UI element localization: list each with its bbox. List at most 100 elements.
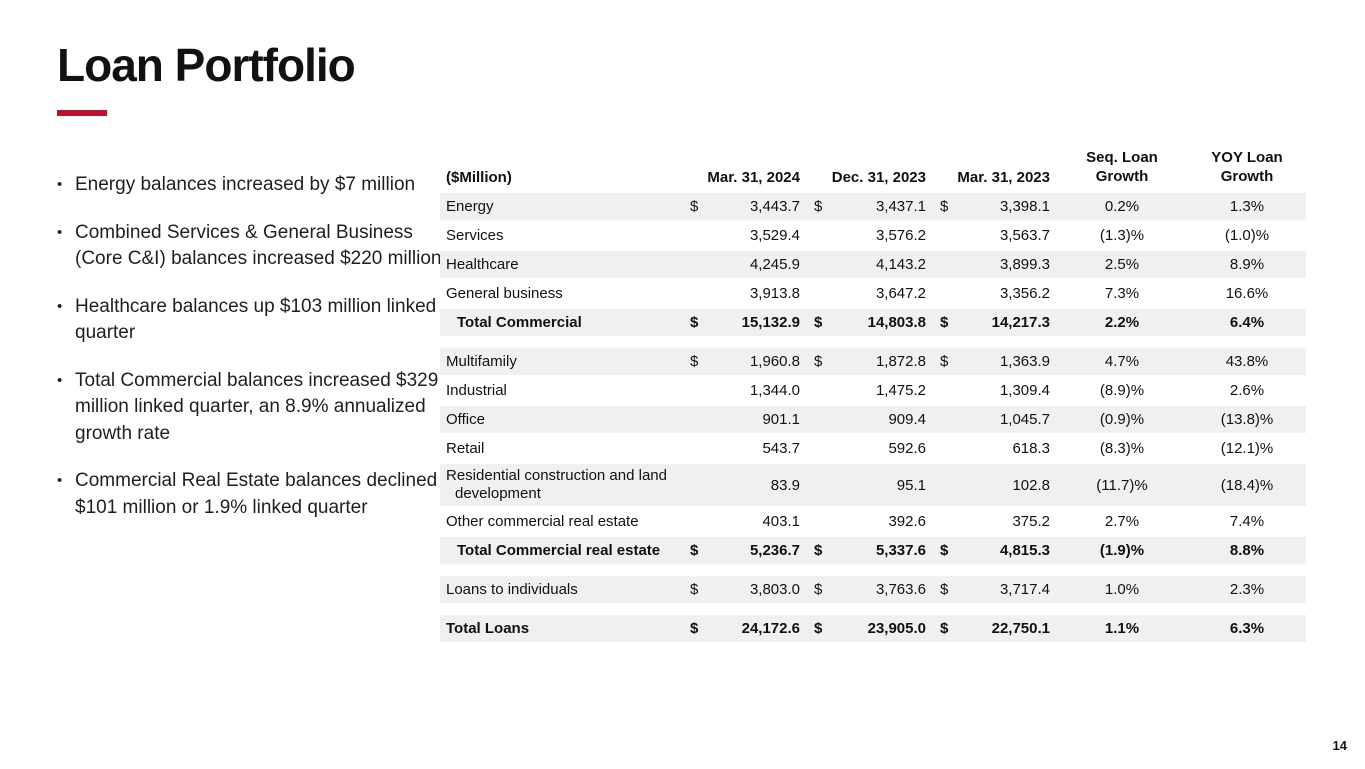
row-label: Healthcare <box>446 255 519 273</box>
cell-yoy-growth: 7.4% <box>1229 513 1265 530</box>
amount-value: 102.8 <box>1012 476 1050 494</box>
cell-yoy-growth: 6.4% <box>1229 314 1265 331</box>
amount-value: 3,763.6 <box>875 581 926 598</box>
cell-amount: $1,960.8 <box>682 353 806 370</box>
dollar-sign: $ <box>940 314 949 331</box>
amount-value: 3,443.7 <box>749 198 800 215</box>
dollar-sign: $ <box>814 198 823 215</box>
dollar-sign: $ <box>690 198 699 215</box>
cell-seq-growth: 4.7% <box>1104 353 1140 370</box>
cell-amount: 1,309.4 <box>932 382 1056 399</box>
cell-amount: $5,337.6 <box>806 542 932 559</box>
row-label: General business <box>446 284 563 302</box>
amount-value: 15,132.9 <box>741 314 800 331</box>
column-header-seq-growth: Seq. Loan Growth <box>1086 149 1158 185</box>
row-label: Multifamily <box>446 352 517 370</box>
section-gap <box>440 338 1306 348</box>
cell-yoy-growth: 2.6% <box>1229 382 1265 399</box>
amount-value: 4,245.9 <box>749 256 800 273</box>
table-unit-label: ($Million) <box>446 169 512 186</box>
dollar-sign: $ <box>814 581 823 598</box>
cell-amount: 4,143.2 <box>806 256 932 273</box>
cell-amount: 3,356.2 <box>932 285 1056 302</box>
cell-seq-growth: (11.7)% <box>1096 476 1148 494</box>
row-label: Total Commercial <box>457 313 582 331</box>
amount-value: 3,398.1 <box>999 198 1050 215</box>
column-header-mar-2024: Mar. 31, 2024 <box>707 169 800 186</box>
amount-value: 24,172.6 <box>741 620 800 637</box>
amount-value: 543.7 <box>762 440 800 457</box>
amount-value: 5,236.7 <box>749 542 800 559</box>
amount-value: 14,803.8 <box>867 314 926 331</box>
loan-portfolio-table: ($Million) Mar. 31, 2024 Dec. 31, 2023 M… <box>440 145 1306 644</box>
dollar-sign: $ <box>814 542 823 559</box>
amount-value: 909.4 <box>888 411 926 428</box>
amount-value: 3,913.8 <box>749 285 800 302</box>
amount-value: 3,899.3 <box>999 256 1050 273</box>
cell-amount: 83.9 <box>682 477 806 494</box>
row-label: Industrial <box>446 381 507 399</box>
row-label: Retail <box>446 439 485 457</box>
cell-amount: 95.1 <box>806 477 932 494</box>
cell-amount: $1,872.8 <box>806 353 932 370</box>
cell-amount: 909.4 <box>806 411 932 428</box>
cell-amount: 392.6 <box>806 513 932 530</box>
table-row: Residential construction and land develo… <box>440 464 1306 508</box>
cell-seq-growth: (8.3)% <box>1099 440 1145 457</box>
dollar-sign: $ <box>814 314 823 331</box>
bullet-list: Energy balances increased by $7 million C… <box>55 172 443 542</box>
amount-value: 3,356.2 <box>999 285 1050 302</box>
cell-amount: 901.1 <box>682 411 806 428</box>
dollar-sign: $ <box>690 314 699 331</box>
cell-amount: 403.1 <box>682 513 806 530</box>
cell-yoy-growth: 6.3% <box>1229 620 1265 637</box>
dollar-sign: $ <box>940 353 949 370</box>
amount-value: 95.1 <box>896 476 926 494</box>
cell-amount: $15,132.9 <box>682 314 806 331</box>
row-label: Total Commercial real estate <box>457 541 661 559</box>
amount-value: 5,337.6 <box>875 542 926 559</box>
amount-value: 1,344.0 <box>749 382 800 399</box>
cell-amount: $24,172.6 <box>682 620 806 637</box>
cell-amount: $1,363.9 <box>932 353 1056 370</box>
amount-value: 3,437.1 <box>875 198 926 215</box>
table-row: Total Commercial $15,132.9 $14,803.8 $14,21… <box>440 309 1306 338</box>
bullet-item: Total Commercial balances increased $329… <box>55 368 443 448</box>
cell-amount: 3,529.4 <box>682 227 806 244</box>
dollar-sign: $ <box>814 620 823 637</box>
title-accent-bar <box>57 110 107 116</box>
amount-value: 618.3 <box>1012 440 1050 457</box>
bullet-item: Healthcare balances up $103 million link… <box>55 294 443 347</box>
cell-yoy-growth: 8.8% <box>1229 542 1265 559</box>
cell-seq-growth: 1.0% <box>1104 581 1140 598</box>
table-row: Multifamily $1,960.8 $1,872.8 $1,363.9 4.7% 4… <box>440 348 1306 377</box>
cell-seq-growth: (1.9)% <box>1099 542 1145 559</box>
cell-seq-growth: 2.7% <box>1104 513 1140 530</box>
table-header-row: ($Million) Mar. 31, 2024 Dec. 31, 2023 M… <box>440 145 1306 193</box>
cell-amount: $5,236.7 <box>682 542 806 559</box>
cell-yoy-growth: 43.8% <box>1225 353 1269 370</box>
amount-value: 23,905.0 <box>867 620 926 637</box>
cell-amount: 543.7 <box>682 440 806 457</box>
table-row: General business 3,913.8 3,647.2 3,356.2 7.3… <box>440 280 1306 309</box>
bullet-item: Combined Services & General Business (Co… <box>55 220 443 273</box>
amount-value: 3,563.7 <box>999 227 1050 244</box>
table-row: Services 3,529.4 3,576.2 3,563.7 (1.3)% (1.0)… <box>440 222 1306 251</box>
cell-seq-growth: (0.9)% <box>1099 411 1145 428</box>
cell-amount: $3,437.1 <box>806 198 932 215</box>
amount-value: 403.1 <box>762 513 800 530</box>
cell-amount: 1,475.2 <box>806 382 932 399</box>
cell-amount: $23,905.0 <box>806 620 932 637</box>
table-row: Total Commercial real estate $5,236.7 $5,3… <box>440 537 1306 566</box>
amount-value: 901.1 <box>762 411 800 428</box>
table-row: Other commercial real estate 403.1 392.6 37… <box>440 508 1306 537</box>
cell-amount: 1,344.0 <box>682 382 806 399</box>
cell-seq-growth: (8.9)% <box>1099 382 1145 399</box>
dollar-sign: $ <box>690 581 699 598</box>
amount-value: 3,803.0 <box>749 581 800 598</box>
amount-value: 592.6 <box>888 440 926 457</box>
cell-seq-growth: 2.5% <box>1104 256 1140 273</box>
cell-seq-growth: 2.2% <box>1104 314 1140 331</box>
cell-amount: $3,443.7 <box>682 198 806 215</box>
